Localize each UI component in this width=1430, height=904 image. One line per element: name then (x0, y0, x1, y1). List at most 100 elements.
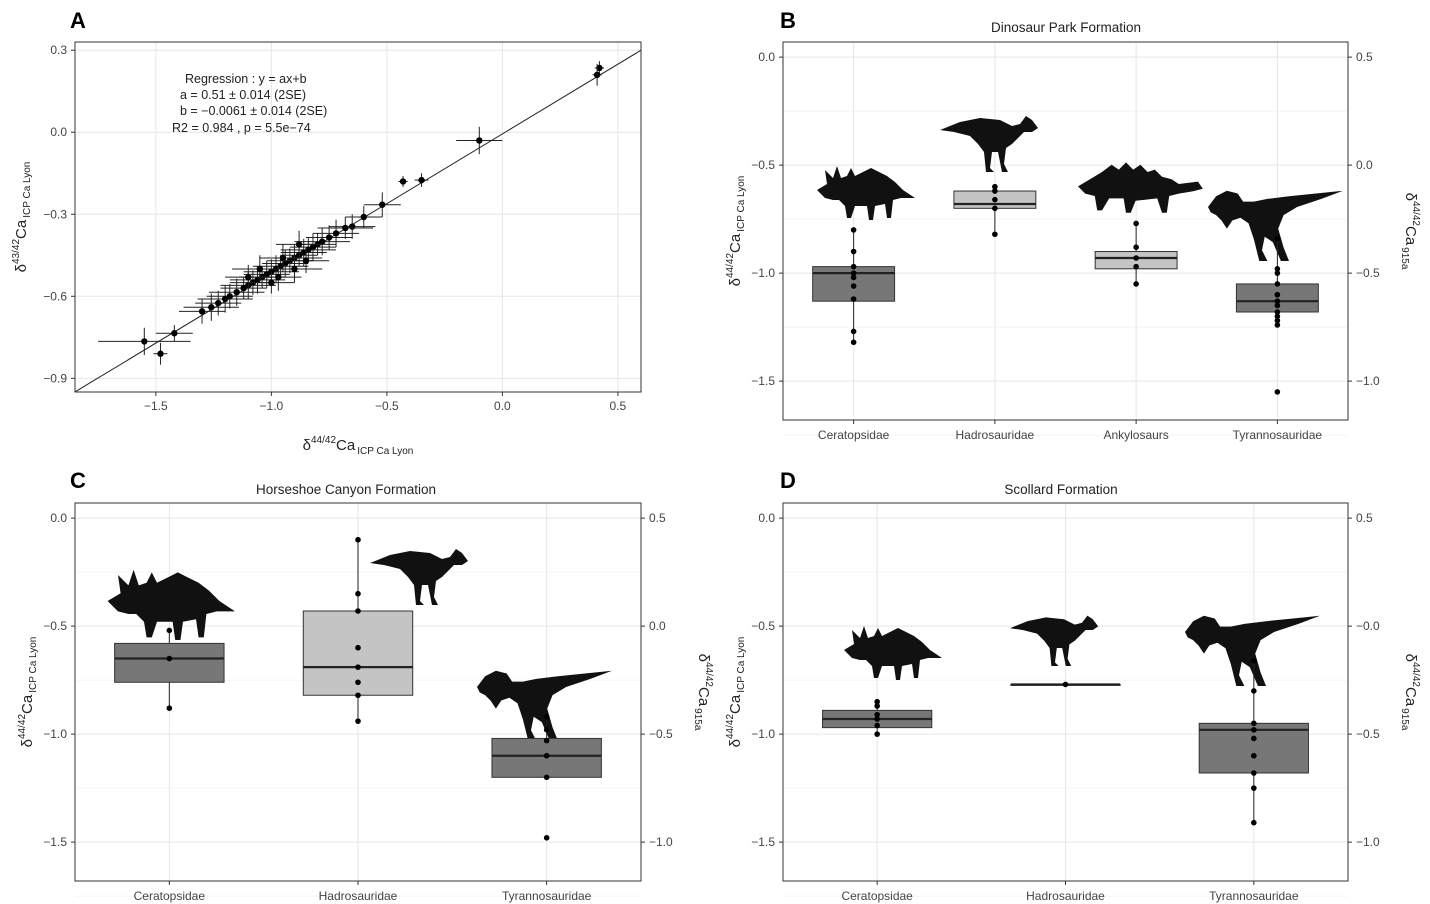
panel-a-grid (75, 42, 641, 392)
annotation-line-2: a = 0.51 ± 0.014 (2SE) (180, 88, 306, 102)
data-point (349, 223, 356, 230)
x-title-sup: 44/42 (311, 435, 336, 446)
y-right-tick-label: 0.5 (1356, 511, 1373, 525)
data-point (850, 339, 857, 346)
y-tick-label: 0.3 (50, 43, 67, 57)
data-point (309, 243, 317, 251)
panel-b-title: Dinosaur Park Formation (991, 20, 1141, 35)
y-right-tick-label: −0.5 (649, 727, 673, 741)
axis-title-sup: 44/42 (1410, 662, 1421, 687)
data-point (1251, 657, 1257, 664)
y-right-tick-label: −0.5 (1356, 266, 1380, 280)
data-point (1251, 752, 1257, 759)
x-title-main: Ca (336, 437, 356, 454)
data-point (325, 234, 333, 241)
data-point (1251, 785, 1257, 791)
y-right-tick-label: 0.0 (649, 619, 666, 633)
hadrosaur-silhouette (940, 116, 1038, 172)
data-point (1274, 270, 1281, 276)
data-point (263, 271, 270, 278)
panel-d: D Scollard Formation 0.0 −0.5 −1.0 −1.5 0.5 −… (725, 468, 1421, 903)
data-point (254, 276, 261, 284)
data-point (992, 205, 998, 212)
data-point (245, 273, 252, 281)
data-point (850, 296, 857, 302)
annotation-line-4: R2 = 0.984 , p = 5.5e−74 (172, 121, 311, 135)
panel-a-points (98, 61, 605, 365)
data-point (1133, 255, 1139, 261)
data-point (418, 176, 425, 184)
axis-title-sub: ICP Ca Lyon (736, 176, 747, 232)
y-title-sub: ICP Ca Lyon (22, 162, 33, 218)
hadrosaur-silhouette (370, 549, 468, 605)
y-tick-label: −0.3 (43, 207, 67, 221)
data-point (198, 308, 206, 315)
panel-c: C Horseshoe Canyon Formation 0.0 −0.5 −1.0… (17, 468, 714, 903)
axis-title-sup: 44/42 (17, 714, 28, 739)
y-left-axis-title: δ44/42CaICP Ca Lyon (17, 637, 39, 748)
data-point (291, 265, 298, 273)
data-point (1274, 291, 1281, 298)
axis-title-base: δ (727, 739, 744, 747)
y-right-tick-label: 0.0 (1356, 158, 1373, 172)
data-point (256, 265, 264, 273)
category-label: Tyrannosauridae (502, 889, 592, 903)
data-point (850, 328, 857, 335)
data-point (850, 263, 857, 270)
ceratopsid-silhouette (107, 569, 235, 640)
data-point (342, 224, 349, 232)
data-point (1274, 317, 1281, 324)
data-point (1251, 688, 1257, 694)
x-title-sub: ICP Ca Lyon (357, 446, 413, 457)
y-title-base: δ (13, 264, 30, 272)
data-point (543, 774, 550, 781)
data-point (1274, 309, 1281, 315)
data-point (355, 644, 361, 651)
data-point (1133, 220, 1139, 227)
data-point (233, 288, 240, 296)
data-point (1274, 266, 1281, 272)
x-tick-label: −1.5 (144, 399, 168, 413)
tyrannosaur-silhouette (1185, 615, 1320, 686)
category-label: Tyrannosauridae (1233, 428, 1323, 442)
data-point (1251, 735, 1257, 742)
data-point (277, 263, 284, 270)
axis-title-sub: 915a (1399, 708, 1410, 731)
data-point (215, 299, 222, 307)
y-right-axis-title: δ44/42Ca915a (692, 654, 714, 731)
regression-annotation: Regression : y = ax+b a = 0.51 ± 0.014 (… (172, 72, 327, 135)
y-left-axis-title: δ44/42CaICP Ca Lyon (725, 176, 747, 287)
data-point (874, 698, 880, 705)
y-right-axis-title-wrap: δ44/42Ca915a (692, 654, 714, 731)
y-left-tick-label: −1.0 (43, 727, 67, 741)
data-point (166, 627, 173, 634)
panel-b-plot: 0.0 −0.5 −1.0 −1.5 0.5 0.0 −0.5 −1.0 Ceratopsida… (725, 41, 1421, 442)
y-right-tick-label: −1.0 (1356, 835, 1380, 849)
data-point (992, 196, 998, 203)
data-point (355, 664, 361, 670)
y-tick-label: 0.0 (50, 125, 67, 139)
y-left-tick-label: 0.0 (50, 511, 67, 525)
data-point (992, 188, 998, 194)
panel-letter-d: D (780, 468, 796, 493)
panel-d-title: Scollard Formation (1004, 482, 1117, 497)
data-point (1274, 322, 1281, 328)
data-point (1251, 720, 1257, 727)
y-left-tick-label: 0.0 (758, 50, 775, 64)
tyrannosaur-silhouette (477, 670, 612, 741)
panel-c-plot: 0.0 −0.5 −1.0 −1.5 0.5 0.0 −0.5 −1.0 Ceratopsida… (17, 502, 714, 903)
axis-title-base: δ (1402, 193, 1419, 201)
y-left-tick-label: −0.5 (43, 619, 67, 633)
data-point (275, 273, 282, 281)
data-point (874, 711, 880, 718)
data-point (1133, 263, 1139, 270)
ceratopsid-silhouette (817, 166, 915, 220)
regression-line (74, 49, 642, 393)
data-point (850, 270, 857, 276)
data-point (399, 178, 407, 185)
panel-a-ticks: −1.5 −1.0 −0.5 0.0 0.5 −0.9 −0.6 −0.3 0.0 0.3 (43, 43, 626, 413)
data-point (360, 213, 367, 221)
axis-title-sup: 44/42 (725, 714, 736, 739)
hadrosaur-silhouette (1010, 615, 1099, 666)
